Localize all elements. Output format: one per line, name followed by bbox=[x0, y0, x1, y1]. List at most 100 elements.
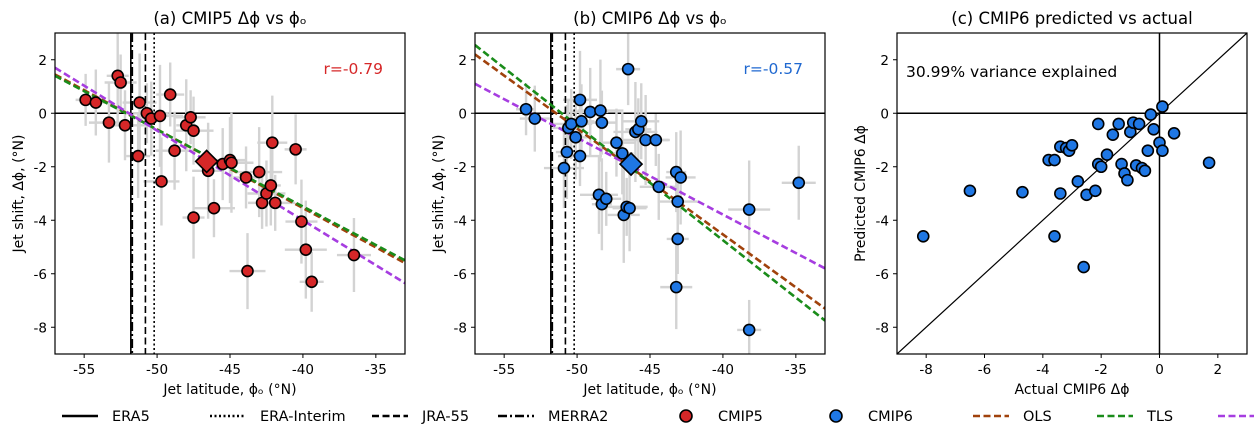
data-point bbox=[557, 161, 571, 175]
data-point bbox=[187, 124, 200, 137]
data-point bbox=[102, 116, 116, 129]
data-point bbox=[1106, 128, 1120, 141]
data-point bbox=[79, 93, 92, 107]
data-point bbox=[131, 149, 145, 163]
legend-label: MERRA2 bbox=[548, 409, 608, 425]
legend-item-cmip5: CMIP5 bbox=[679, 409, 763, 425]
y-tick-label: -6 bbox=[34, 267, 47, 283]
legend-item-era-interim: ERA-Interim bbox=[210, 409, 346, 425]
data-point bbox=[742, 323, 756, 337]
data-point bbox=[1048, 230, 1061, 243]
variance-annotation: 30.99% variance explained bbox=[906, 63, 1117, 81]
y-axis-label: Predicted CMIP6 Δϕ bbox=[853, 125, 869, 262]
correlation-annotation: r=-0.57 bbox=[744, 60, 803, 78]
y-tick-label: -2 bbox=[454, 160, 467, 176]
data-point bbox=[1121, 173, 1134, 187]
data-point bbox=[583, 105, 597, 119]
data-point bbox=[652, 180, 666, 194]
ensemble-mean-point bbox=[194, 149, 219, 174]
data-point bbox=[1091, 117, 1105, 131]
x-axis-label: Jet latitude, ϕₒ (°N) bbox=[582, 382, 716, 398]
data-point bbox=[168, 144, 181, 157]
x-tick-label: -40 bbox=[712, 362, 734, 378]
data-point bbox=[1141, 144, 1155, 157]
data-point bbox=[575, 114, 588, 128]
legend-item-tls: TLS bbox=[1097, 409, 1173, 425]
axes-frame bbox=[474, 32, 826, 355]
regression-line-tls bbox=[475, 44, 825, 322]
x-axis-label: Actual CMIP6 Δϕ bbox=[1015, 382, 1130, 398]
x-tick-label: -45 bbox=[639, 362, 661, 378]
panel-a: -55 -50 -45 -40 -35 2 0 -2 -4 -6 -8 (a) CMIP5 Δϕ vs… bbox=[11, 9, 406, 398]
legend-label: OLS bbox=[1023, 409, 1052, 425]
chart-title: (c) CMIP6 predicted vs actual bbox=[951, 9, 1192, 28]
y-tick-label: -8 bbox=[876, 320, 889, 336]
data-point bbox=[599, 192, 613, 206]
data-point bbox=[187, 211, 200, 224]
data-point bbox=[252, 165, 266, 179]
x-tick-label: -4 bbox=[1036, 362, 1049, 378]
data-point bbox=[742, 203, 756, 216]
plot-area bbox=[897, 33, 1247, 354]
data-point bbox=[916, 230, 930, 243]
y-tick-label: -6 bbox=[876, 267, 889, 283]
data-point bbox=[1094, 160, 1108, 174]
x-tick-label: -6 bbox=[978, 362, 991, 378]
plot-area bbox=[475, 33, 825, 354]
data-point bbox=[89, 96, 103, 109]
legend-label: TLS bbox=[1146, 409, 1173, 425]
data-point bbox=[623, 201, 636, 215]
y-tick-label: -2 bbox=[34, 160, 47, 176]
data-point bbox=[674, 171, 687, 184]
data-point bbox=[639, 133, 652, 147]
y-tick-label: 0 bbox=[458, 106, 467, 122]
legend-item-merra2: MERRA2 bbox=[498, 409, 608, 425]
data-point bbox=[207, 201, 221, 215]
legend-swatch bbox=[829, 409, 843, 423]
y-tick-label: -6 bbox=[454, 267, 467, 283]
legend-item-cmip6: CMIP6 bbox=[829, 409, 913, 425]
data-point bbox=[1048, 153, 1061, 167]
data-point bbox=[519, 102, 533, 116]
x-tick-label: 2 bbox=[1214, 362, 1223, 378]
data-point bbox=[347, 248, 361, 262]
data-point bbox=[621, 62, 635, 76]
data-point bbox=[528, 112, 542, 125]
y-tick-label: -8 bbox=[454, 320, 467, 336]
chart-title: (a) CMIP5 Δϕ vs ϕₒ bbox=[153, 9, 306, 28]
data-point bbox=[569, 131, 582, 144]
legend-item-ols: OLS bbox=[973, 409, 1052, 425]
data-point bbox=[595, 116, 609, 129]
chart-title: (b) CMIP6 Δϕ vs ϕₒ bbox=[573, 9, 727, 28]
y-tick-label: 0 bbox=[880, 106, 889, 122]
x-tick-label: -50 bbox=[146, 362, 168, 378]
data-point bbox=[560, 145, 574, 159]
data-point bbox=[268, 196, 282, 210]
legend: ERA5 ERA-Interim JRA-55 MERRA2 CMIP5 CMIP6 OLS… bbox=[62, 409, 1254, 425]
x-tick-label: -40 bbox=[292, 362, 314, 378]
y-tick-label: -4 bbox=[876, 213, 889, 229]
ensemble-mean-point bbox=[618, 151, 644, 177]
x-tick-label: -35 bbox=[365, 362, 387, 378]
data-point bbox=[610, 136, 623, 149]
y-axis-label: Jet shift, Δϕ, (°N) bbox=[11, 135, 27, 254]
data-point bbox=[184, 110, 197, 124]
data-point bbox=[225, 156, 238, 170]
data-point bbox=[615, 147, 629, 160]
data-point bbox=[118, 118, 132, 132]
data-point bbox=[671, 232, 685, 246]
legend-label: JRA-55 bbox=[421, 409, 469, 425]
data-point bbox=[264, 179, 278, 192]
regression-line-bhm bbox=[55, 66, 405, 285]
data-point bbox=[133, 96, 146, 109]
y-tick-label: -4 bbox=[34, 213, 47, 229]
one-to-one-line bbox=[897, 33, 1247, 354]
data-point bbox=[265, 136, 279, 149]
panel-c: -8 -6 -4 -2 0 2 2 0 -2 -4 -6 -8 (c) CMIP6 predicted … bbox=[853, 9, 1248, 398]
data-point bbox=[1112, 117, 1125, 131]
data-point bbox=[163, 88, 177, 101]
legend-label: CMIP5 bbox=[718, 409, 763, 425]
x-axis-label: Jet latitude, ϕₒ (°N) bbox=[162, 382, 296, 398]
data-point bbox=[1100, 148, 1114, 162]
